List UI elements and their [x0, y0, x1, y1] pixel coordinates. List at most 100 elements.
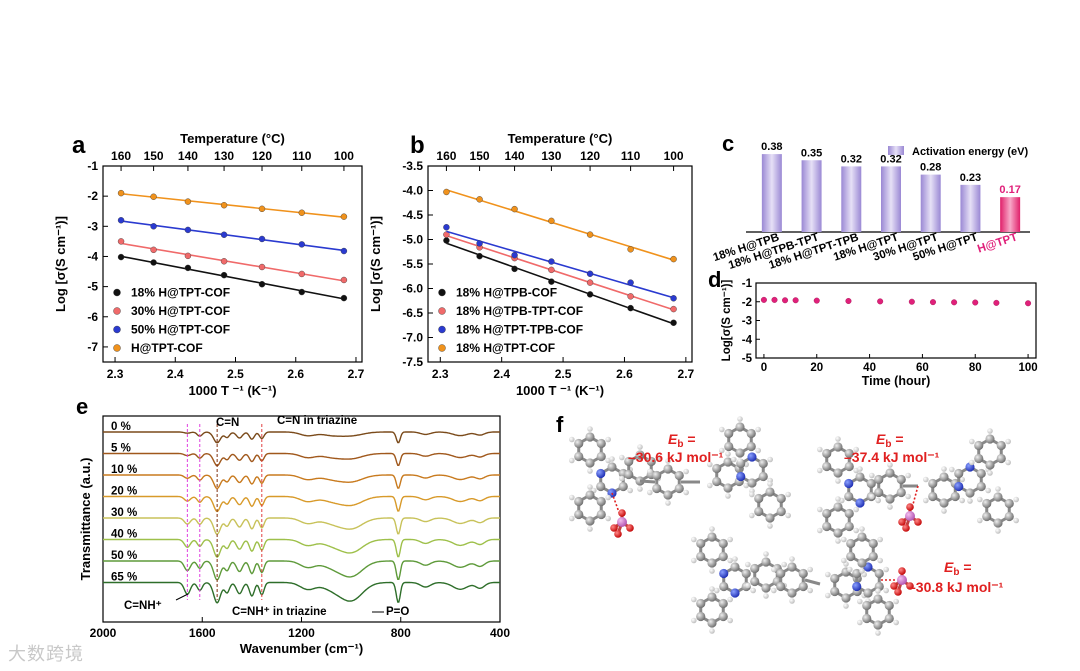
annotation: C=N	[216, 417, 239, 429]
binding-energy-3: Eb = –30.8 kJ mol⁻¹	[908, 559, 1004, 595]
hydrogen-atom	[727, 617, 733, 624]
data-point	[586, 270, 594, 277]
y-tick-label: -6	[87, 310, 98, 324]
eb-value-3: –30.8 kJ mol⁻¹	[908, 579, 1004, 595]
y-tick-label: -5.0	[402, 233, 423, 247]
hydrogen-atom	[587, 484, 593, 490]
carbon-atom	[607, 462, 617, 472]
series-label: 0 %	[111, 421, 131, 433]
hydrogen-atom	[655, 454, 661, 461]
carbon-atom	[868, 551, 878, 562]
x-axis-label: 1000 T ⁻¹ (K⁻¹)	[516, 383, 604, 398]
hydrogen-atom	[893, 619, 899, 626]
hydrogen-atom	[987, 470, 993, 476]
carbon-atom	[830, 573, 840, 584]
carbon-atom	[844, 448, 854, 459]
series-label: 5 %	[111, 443, 131, 455]
carbon-atom	[585, 490, 595, 500]
carbon-atom	[750, 576, 760, 587]
data-point	[548, 258, 555, 265]
oxygen-atom	[914, 518, 922, 526]
hydrogen-atom	[569, 494, 575, 501]
x-tick-label: 1200	[288, 626, 315, 640]
hydrogen-atom	[691, 536, 697, 543]
data-point	[258, 205, 266, 213]
data-point	[627, 279, 634, 286]
carbon-atom	[852, 568, 862, 579]
carbon-atom	[574, 438, 584, 449]
carbon-atom	[868, 538, 878, 549]
carbon-atom	[954, 468, 964, 479]
hydrogen-atom	[1005, 438, 1011, 445]
bar-value-label: 0.17	[999, 184, 1020, 196]
ftir-spectrum	[103, 560, 500, 581]
data-point	[511, 251, 518, 259]
hydrogen-atom	[750, 587, 756, 594]
legend-marker	[113, 325, 121, 334]
data-point	[627, 293, 634, 300]
hydrogen-atom	[789, 556, 795, 562]
carbon-atom	[585, 458, 595, 468]
legend-label: 18% H@TPT-COF	[456, 341, 555, 355]
hydrogen-atom	[959, 497, 965, 504]
hydrogen-atom	[847, 566, 853, 573]
data-point	[586, 231, 594, 238]
fit-line	[120, 192, 345, 219]
data-point	[548, 278, 555, 285]
carbon-atom	[976, 468, 986, 479]
carbon-atom	[754, 506, 764, 517]
carbon-atom	[750, 563, 760, 574]
carbon-atom	[844, 508, 854, 519]
data-point	[511, 265, 518, 273]
x-axis-label: Time (hour)	[862, 374, 931, 388]
data-point	[184, 198, 192, 205]
carbon-atom	[857, 532, 867, 542]
carbon-atom	[822, 448, 832, 459]
panel-label-a: a	[72, 132, 86, 159]
x-tick-label: 2.5	[227, 367, 244, 381]
data-point	[548, 266, 555, 274]
data-point	[845, 298, 852, 305]
carbon-atom	[841, 593, 851, 603]
bar	[1000, 197, 1021, 232]
oxygen-atom	[906, 503, 914, 511]
carbon-atom	[574, 451, 584, 462]
legend-marker	[438, 307, 446, 315]
phosphorus-atom	[905, 511, 915, 521]
series-label: 30 %	[111, 507, 137, 519]
data-point	[443, 188, 450, 196]
carbon-atom	[993, 492, 1003, 502]
y-axis-label: Transmittance (a.u.)	[78, 458, 93, 581]
carbon-atom	[712, 476, 722, 487]
hydrogen-atom	[817, 506, 823, 513]
y-axis-label: Log [σ(S cm⁻¹)]	[368, 216, 383, 312]
hydrogen-atom	[789, 598, 795, 604]
data-point	[298, 209, 305, 216]
hydrogen-atom	[877, 536, 883, 543]
carbon-atom	[707, 618, 717, 628]
hydrogen-atom	[609, 456, 615, 462]
x-tick-label: 80	[969, 362, 982, 374]
carbon-atom	[596, 481, 606, 492]
hydrogen-atom	[727, 536, 733, 543]
legend-label: H@TPT-COF	[131, 341, 203, 355]
hydrogen-atom	[719, 426, 725, 433]
x-axis-label: Wavenumber (cm⁻¹)	[240, 641, 363, 656]
hydrogen-atom	[587, 526, 593, 532]
carbon-atom	[873, 594, 883, 604]
hydrogen-atom	[637, 444, 643, 450]
top-tick-label: 160	[111, 149, 131, 163]
hydrogen-atom	[853, 506, 859, 513]
hydrogen-atom	[745, 582, 751, 589]
hydrogen-atom	[587, 468, 593, 474]
panel-label-c: c	[722, 131, 734, 156]
x-tick-label: 2.7	[348, 367, 365, 381]
data-point	[117, 253, 125, 261]
fit-line	[446, 189, 674, 261]
hydrogen-atom	[771, 587, 777, 594]
y-tick-label: -1	[87, 159, 98, 173]
hydrogen-atom	[817, 467, 823, 474]
carbon-atom	[787, 588, 797, 598]
top-tick-label: 100	[664, 149, 684, 163]
eb-equals: =	[959, 559, 971, 575]
